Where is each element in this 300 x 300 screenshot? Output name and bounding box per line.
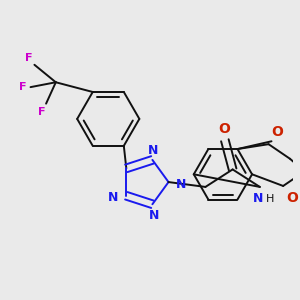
Text: O: O bbox=[272, 125, 284, 139]
Text: F: F bbox=[19, 82, 27, 92]
Text: O: O bbox=[218, 122, 230, 136]
Text: F: F bbox=[25, 53, 32, 63]
Text: N: N bbox=[149, 209, 160, 222]
Text: O: O bbox=[286, 191, 298, 205]
Text: N: N bbox=[108, 191, 118, 204]
Text: N: N bbox=[176, 178, 187, 190]
Text: H: H bbox=[266, 194, 274, 204]
Text: N: N bbox=[148, 144, 159, 157]
Text: F: F bbox=[38, 106, 45, 117]
Text: N: N bbox=[253, 192, 263, 205]
